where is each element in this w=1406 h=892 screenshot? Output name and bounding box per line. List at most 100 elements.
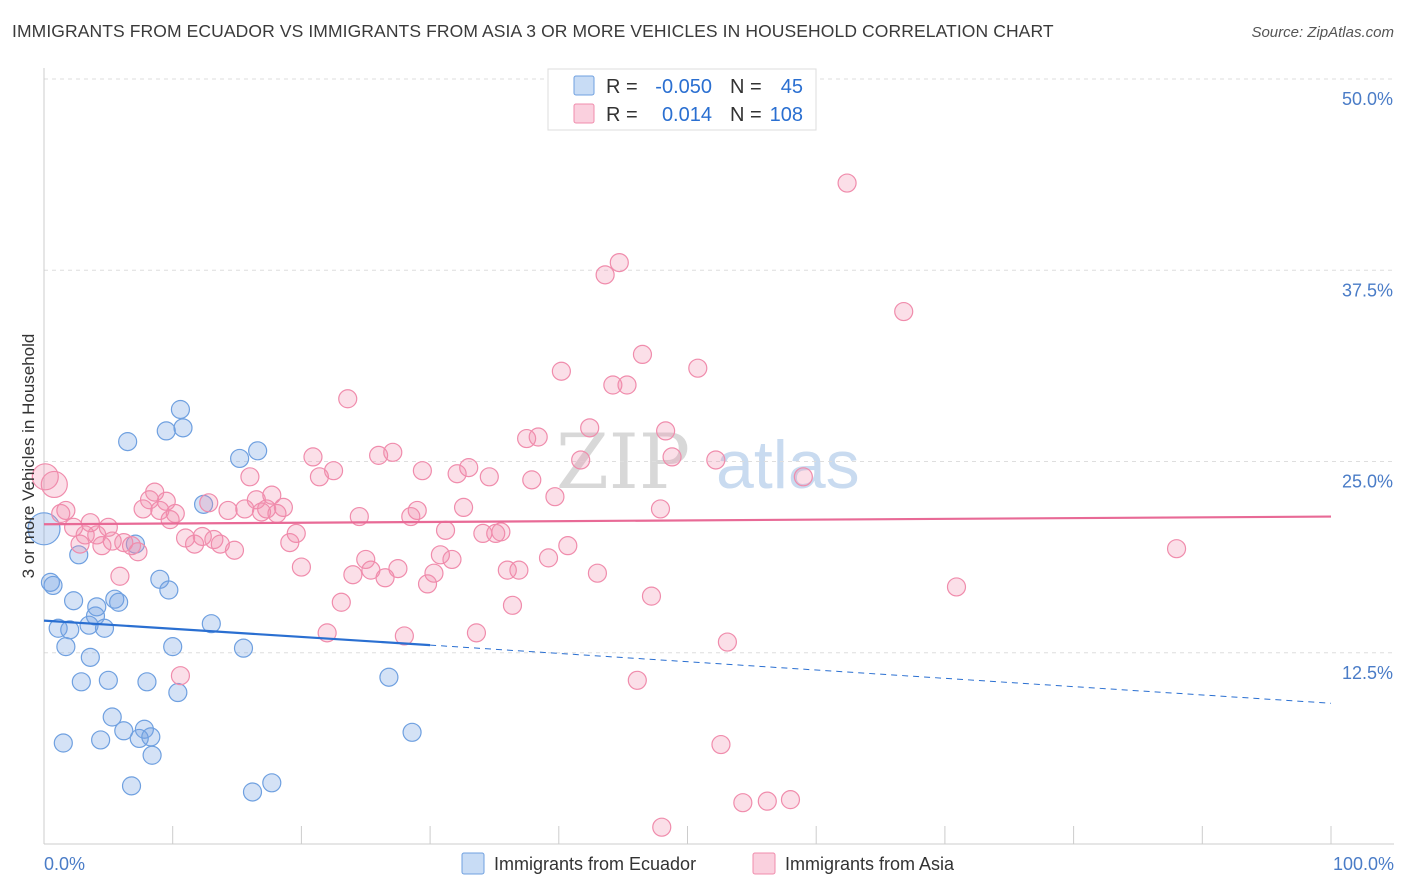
asia-point <box>417 574 438 594</box>
asia-point <box>343 565 363 585</box>
asia-point <box>309 467 330 487</box>
legend-swatch-asia <box>573 103 595 124</box>
ecuador-point <box>71 672 91 692</box>
legend-n-value-ecuador: 45 <box>781 76 803 98</box>
asia-point <box>338 389 358 409</box>
asia-point <box>551 361 571 381</box>
bottom-legend-label-asia: Immigrants from Asia <box>785 854 955 874</box>
asia-point <box>545 487 565 507</box>
asia-point <box>356 549 376 570</box>
bottom-legend: Immigrants from Ecuador Immigrants from … <box>461 852 955 875</box>
asia-point <box>394 626 414 646</box>
asia-point <box>40 470 68 499</box>
asia-point <box>240 467 260 487</box>
asia-point <box>733 793 753 813</box>
asia-point <box>717 632 737 652</box>
asia-point <box>114 532 134 553</box>
chart-title: IMMIGRANTS FROM ECUADOR VS IMMIGRANTS FR… <box>12 21 1054 41</box>
legend-r-label-2: R = <box>606 104 638 126</box>
asia-point <box>412 461 432 481</box>
ecuador-point <box>134 719 154 739</box>
ecuador-point <box>56 637 76 657</box>
bottom-legend-swatch-ecuador <box>461 852 485 875</box>
asia-point <box>184 534 205 554</box>
ecuador-point <box>242 782 263 802</box>
asia-point <box>170 666 191 686</box>
x-tick-labels: 0.0% 100.0% <box>44 854 1394 874</box>
asia-point <box>652 817 672 837</box>
ecuador-point <box>60 620 80 640</box>
asia-point <box>609 253 629 273</box>
asia-point <box>793 467 813 487</box>
x-tick-label: 0.0% <box>44 854 85 874</box>
asia-point <box>128 542 148 562</box>
asia-point <box>110 566 130 586</box>
ecuador-point <box>233 638 254 658</box>
asia-point <box>837 173 857 193</box>
asia-point <box>224 540 245 560</box>
asia-point <box>894 301 914 322</box>
asia-point <box>31 463 59 491</box>
asia-point <box>80 513 100 533</box>
y-tick-labels: 12.5% 25.0% 37.5% 50.0% <box>1342 89 1393 683</box>
asia-point <box>946 577 967 597</box>
trend-line-ecuador <box>43 619 431 647</box>
ecuador-point <box>156 421 176 441</box>
ecuador-point <box>173 418 193 438</box>
asia-point <box>388 558 408 579</box>
ecuador-point <box>64 591 84 611</box>
legend-swatch-ecuador <box>573 75 595 96</box>
watermark-atlas: atlas <box>716 427 860 503</box>
asia-point <box>291 557 311 577</box>
source-label: Source: ZipAtlas.com <box>1251 24 1394 41</box>
bottom-legend-label-ecuador: Immigrants from Ecuador <box>494 854 696 874</box>
asia-point <box>528 427 548 447</box>
series-asia-points <box>31 173 1187 837</box>
asia-point <box>70 534 90 554</box>
asia-point <box>424 563 444 583</box>
asia-point <box>688 358 708 378</box>
trend-line-asia <box>43 515 1332 526</box>
asia-point <box>595 265 615 285</box>
y-tick-label: 37.5% <box>1342 280 1393 300</box>
ecuador-point <box>43 575 63 596</box>
asia-point <box>632 344 653 364</box>
asia-point <box>323 461 344 481</box>
asia-point <box>538 548 559 568</box>
asia-point <box>641 586 662 606</box>
asia-point <box>447 464 467 484</box>
ecuador-point <box>402 722 422 742</box>
asia-point <box>262 485 282 505</box>
ecuador-point <box>40 572 61 592</box>
asia-point <box>251 502 272 522</box>
ecuador-point <box>118 432 138 452</box>
asia-point <box>650 499 671 519</box>
asia-point <box>383 442 403 462</box>
asia-point <box>466 623 487 643</box>
trend-lines <box>43 515 1332 704</box>
asia-point <box>56 500 76 521</box>
legend-r-label-1: R = <box>606 76 638 98</box>
legend: R = -0.050 N = 45 R = 0.014 N = 108 <box>547 68 817 131</box>
ecuador-point <box>230 448 250 469</box>
asia-point <box>51 503 71 524</box>
asia-point <box>656 421 676 441</box>
asia-point <box>369 445 389 465</box>
asia-point <box>218 500 238 521</box>
ecuador-point <box>379 667 399 687</box>
ecuador-point <box>109 592 129 612</box>
ecuador-point <box>102 707 122 727</box>
legend-n-value-asia: 108 <box>770 104 803 126</box>
asia-point <box>706 450 726 470</box>
asia-point <box>491 522 511 542</box>
ecuador-point <box>121 776 142 796</box>
ecuador-point <box>87 597 107 617</box>
ecuador-point <box>142 745 162 765</box>
asia-point <box>331 592 351 612</box>
asia-point <box>453 497 474 517</box>
asia-point <box>407 500 427 521</box>
asia-point <box>435 520 456 540</box>
grid-lines <box>44 78 1394 654</box>
asia-point <box>757 791 777 811</box>
asia-point <box>580 418 600 438</box>
